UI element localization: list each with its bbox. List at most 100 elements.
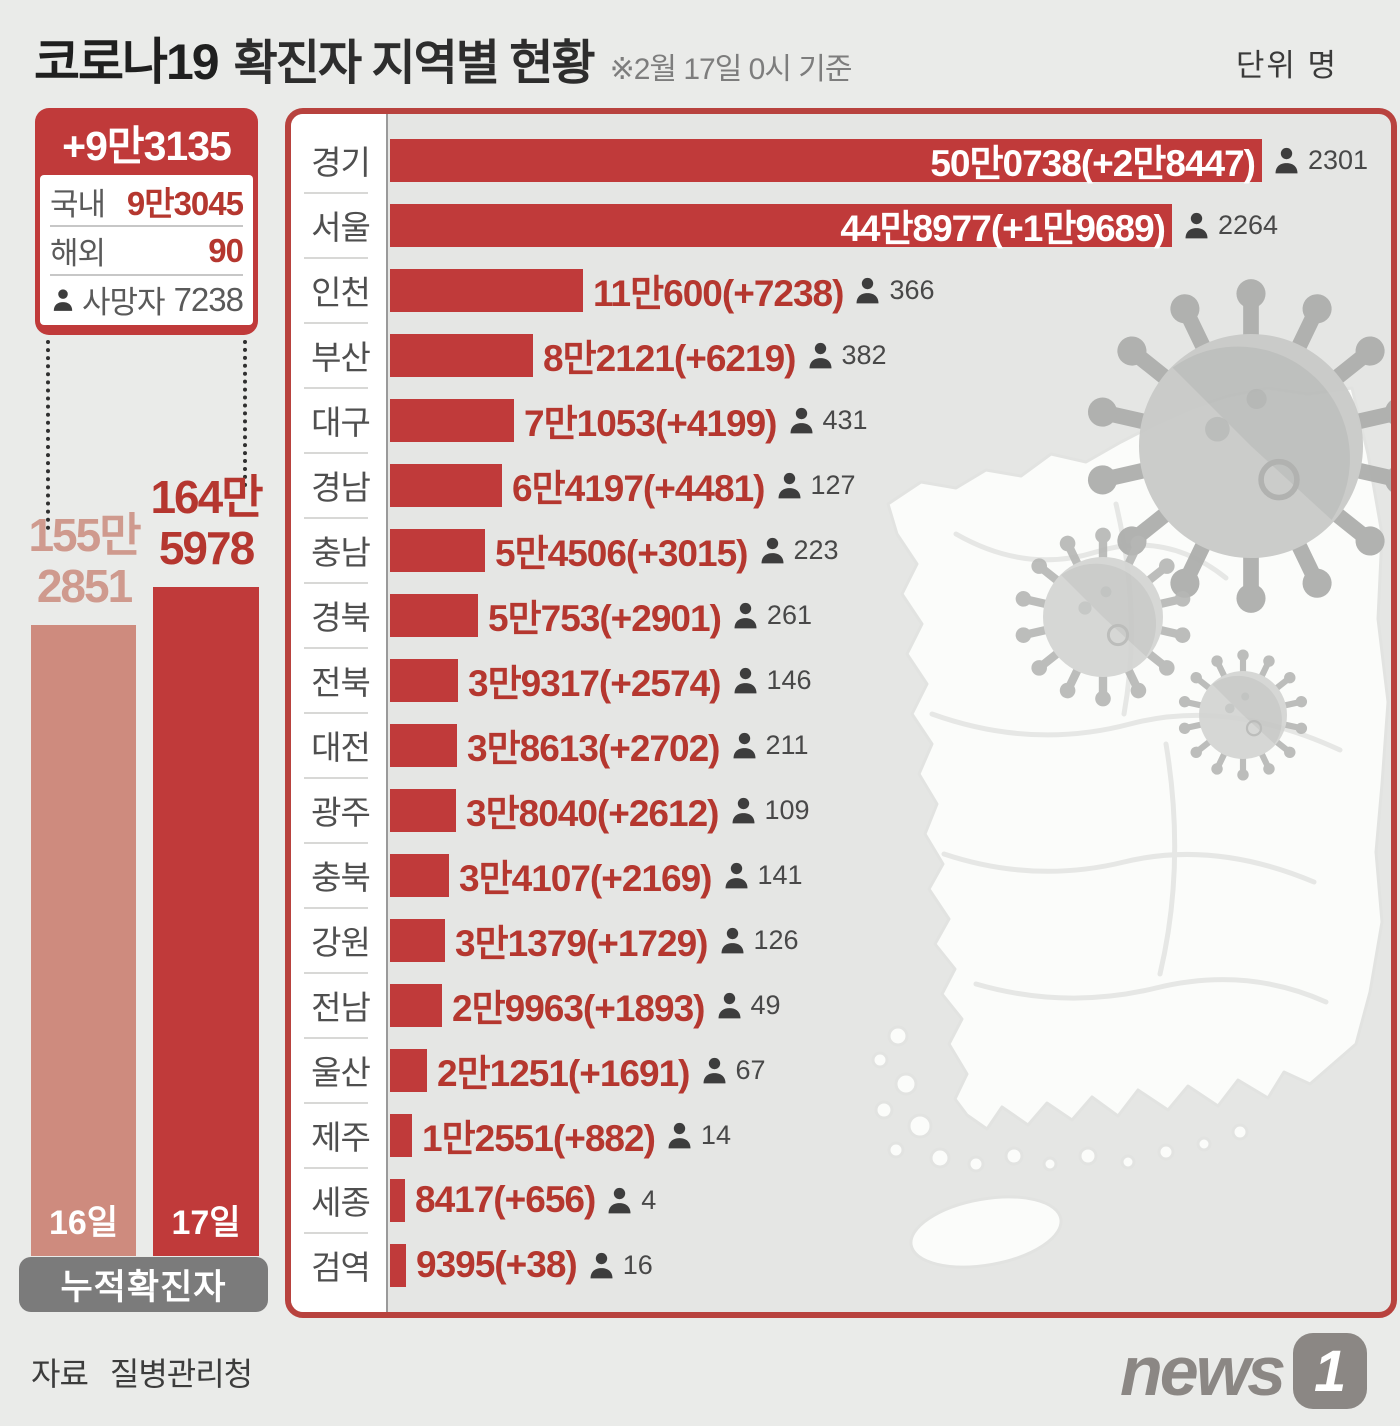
region-label: 경기 xyxy=(311,144,371,181)
person-icon xyxy=(725,862,747,888)
region-row: 검역 9395(+38) 16 xyxy=(291,1233,1391,1298)
region-row: 전남 2만9963(+1893) 49 xyxy=(291,973,1391,1038)
region-value: 44만8977(+1만9689) xyxy=(840,208,1166,249)
person-icon xyxy=(734,667,756,693)
person-icon xyxy=(590,1252,613,1278)
region-value: 7만1053(+4199) xyxy=(524,403,777,444)
summary-row-deaths: 사망자 7238 xyxy=(50,276,244,323)
region-label: 강원 xyxy=(311,924,371,961)
region-value: 2만9963(+1893) xyxy=(452,988,705,1029)
region-name-separator xyxy=(304,386,368,389)
summary-row-domestic: 국내 9만3045 xyxy=(50,177,244,227)
region-value: 2만1251(+1691) xyxy=(437,1053,690,1094)
cumulative-bar-curr: 17일 xyxy=(153,587,259,1256)
summary-row-overseas: 해외 90 xyxy=(50,227,244,276)
region-name-separator xyxy=(304,516,368,519)
person-icon xyxy=(668,1122,691,1148)
region-label: 서울 xyxy=(311,209,371,246)
region-value: 11만600(+7238) xyxy=(593,273,844,314)
region-name-separator xyxy=(304,841,368,844)
deaths-label-text: 사망자 xyxy=(82,285,166,320)
region-value: 50만0738(+2만8447) xyxy=(930,143,1256,184)
region-name-separator xyxy=(304,451,368,454)
region-row: 경북 5만753(+2901) 261 xyxy=(291,583,1391,648)
region-label: 전남 xyxy=(311,989,371,1026)
region-row: 강원 3만1379(+1729) 126 xyxy=(291,908,1391,973)
domestic-label: 국내 xyxy=(50,186,106,222)
region-value: 8만2121(+6219) xyxy=(543,338,796,379)
region-deaths: 382 xyxy=(841,339,887,370)
region-name-separator xyxy=(304,1101,368,1104)
region-bar xyxy=(390,658,458,702)
deaths-value: 7238 xyxy=(173,280,244,318)
region-row: 광주 3만8040(+2612) 109 xyxy=(291,778,1391,843)
region-row: 부산 8만2121(+6219) 382 xyxy=(291,323,1391,388)
region-bar xyxy=(390,593,478,637)
region-row: 세종 8417(+656) 4 xyxy=(291,1168,1391,1233)
day-label-prev: 16일 xyxy=(48,1204,119,1242)
region-deaths: 141 xyxy=(757,859,803,890)
person-icon xyxy=(721,927,743,953)
person-icon xyxy=(1185,212,1208,238)
region-bar xyxy=(390,463,502,507)
person-icon xyxy=(761,537,783,563)
region-label: 경남 xyxy=(311,469,371,506)
region-bar xyxy=(390,268,583,312)
region-bar xyxy=(390,723,457,767)
daily-summary-card: +9만3135 국내 9만3045 해외 90 사망자 7238 xyxy=(35,108,258,335)
region-name-separator xyxy=(304,191,368,194)
region-value: 8417(+656) xyxy=(415,1179,596,1220)
region-deaths: 109 xyxy=(764,794,810,825)
region-bar xyxy=(390,528,485,572)
region-deaths: 127 xyxy=(810,469,856,500)
person-icon xyxy=(790,407,812,433)
page-title: 확진자 지역별 현황 xyxy=(233,37,596,90)
region-label: 경북 xyxy=(311,599,371,636)
overseas-label: 해외 xyxy=(50,236,106,271)
region-name-separator xyxy=(304,1231,368,1234)
cumulative-value-curr: 164만 5978 xyxy=(150,471,263,574)
region-name-separator xyxy=(304,776,368,779)
dotted-connector-right xyxy=(243,340,247,487)
region-chart-rows: 경기 50만0738(+2만8447) 2301 서울 44만8977(+1만9689)… xyxy=(291,114,1391,1312)
cumulative-value-prev: 155만 2851 xyxy=(28,509,141,612)
region-deaths: 49 xyxy=(750,989,781,1020)
region-deaths: 16 xyxy=(622,1249,653,1280)
region-value: 1만2551(+882) xyxy=(422,1118,656,1159)
header: 코로나19 확진자 지역별 현황 ※2월 17일 0시 기준 xyxy=(34,22,852,94)
virus-icon xyxy=(1087,279,1391,613)
region-bar xyxy=(390,1243,406,1287)
region-name-separator xyxy=(304,646,368,649)
region-chart-panel: 경기 50만0738(+2만8447) 2301 서울 44만8977(+1만9689)… xyxy=(285,108,1397,1318)
day-label-curr: 17일 xyxy=(171,1204,241,1242)
person-icon xyxy=(718,992,740,1018)
region-label: 세종 xyxy=(311,1184,371,1221)
news1-logo-badge: 1 xyxy=(1293,1333,1368,1409)
region-deaths: 211 xyxy=(765,729,809,760)
region-value: 9395(+38) xyxy=(416,1244,578,1285)
region-label: 울산 xyxy=(311,1054,371,1091)
region-name-separator xyxy=(304,256,368,259)
person-icon xyxy=(703,1057,725,1083)
region-label: 충북 xyxy=(311,859,371,896)
region-deaths: 67 xyxy=(735,1054,766,1085)
region-row: 대전 3만8613(+2702) 211 xyxy=(291,713,1391,778)
region-value: 3만1379(+1729) xyxy=(455,923,708,964)
region-deaths: 126 xyxy=(753,924,799,955)
region-deaths: 261 xyxy=(766,599,812,630)
source-line: 자료 질병관리청 xyxy=(31,1349,253,1395)
person-icon xyxy=(778,472,800,498)
region-bar xyxy=(390,1048,427,1092)
region-row: 경기 50만0738(+2만8447) 2301 xyxy=(291,128,1391,193)
region-row: 서울 44만8977(+1만9689) 2264 xyxy=(291,193,1391,258)
region-label: 대구 xyxy=(311,404,371,441)
region-value: 5만4506(+3015) xyxy=(495,533,748,574)
region-label: 광주 xyxy=(311,794,371,831)
korea-map xyxy=(871,386,1390,1269)
region-name-separator xyxy=(304,1036,368,1039)
region-row: 대구 7만1053(+4199) 431 xyxy=(291,388,1391,453)
new-cases-total: +9만3135 xyxy=(62,122,232,169)
region-bar xyxy=(390,918,445,962)
region-bar xyxy=(390,788,456,832)
region-label: 검역 xyxy=(311,1249,371,1286)
